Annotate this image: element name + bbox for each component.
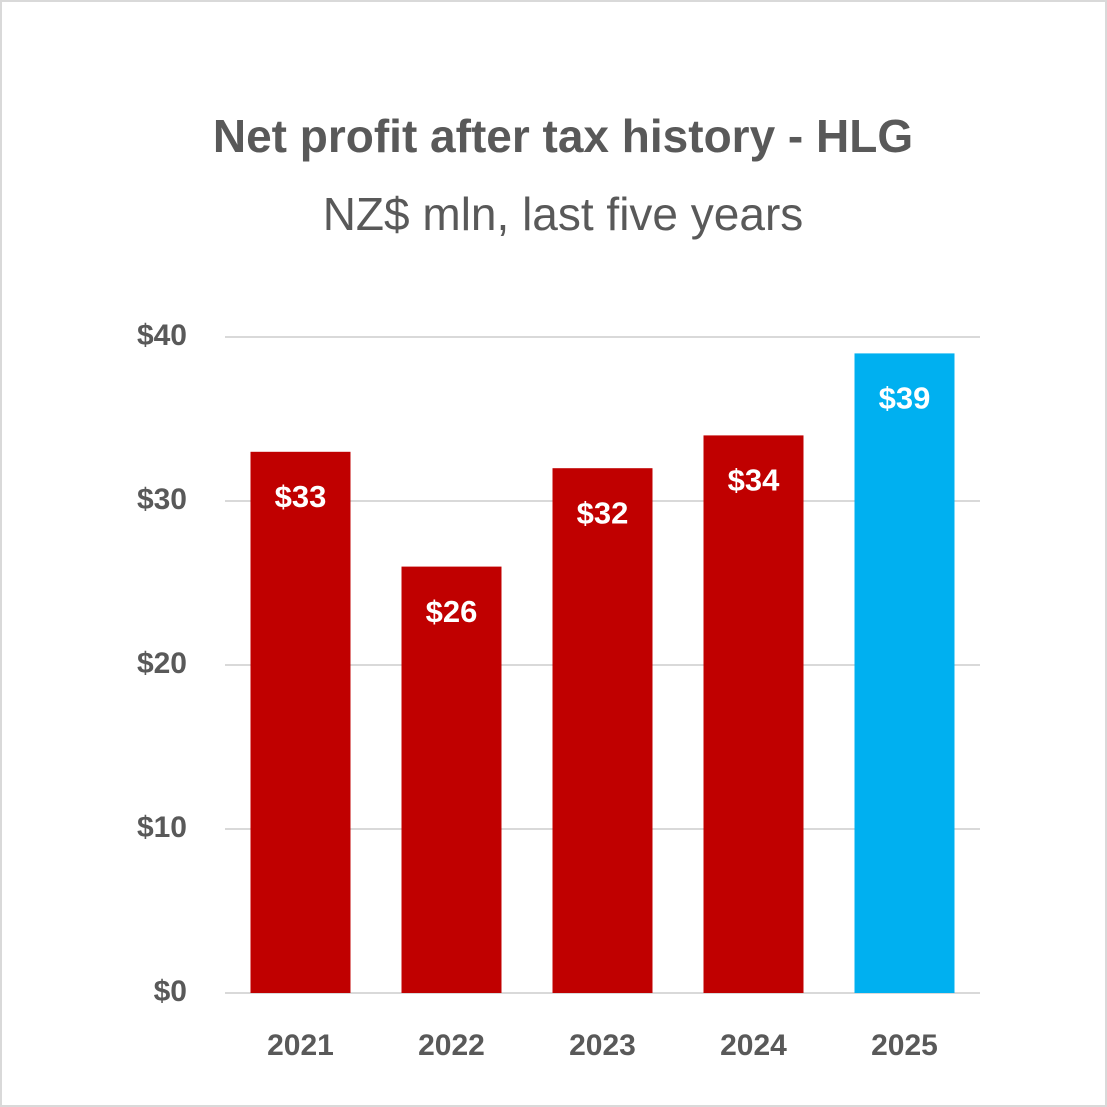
y-tick-label: $10 [137,811,187,844]
value-label: $32 [577,495,629,530]
value-label: $39 [879,381,931,416]
x-tick-label: 2022 [418,1029,485,1062]
y-tick-label: $40 [137,319,187,352]
bar [703,435,804,993]
value-label: $34 [728,463,780,498]
x-tick-label: 2023 [569,1029,636,1062]
y-tick-label: $20 [137,647,187,680]
x-tick-label: 2025 [871,1029,938,1062]
y-tick-label: $30 [137,483,187,516]
bar [552,468,653,993]
chart-subtitle: NZ$ mln, last five years [323,188,804,240]
bar [401,566,502,993]
y-tick-label: $0 [154,975,187,1008]
x-tick-label: 2021 [267,1029,334,1062]
bar [854,353,955,993]
value-label: $26 [426,594,478,629]
x-tick-label: 2024 [720,1029,787,1062]
chart-title: Net profit after tax history - HLG [213,110,913,162]
value-label: $33 [275,479,327,514]
bar [250,451,351,993]
